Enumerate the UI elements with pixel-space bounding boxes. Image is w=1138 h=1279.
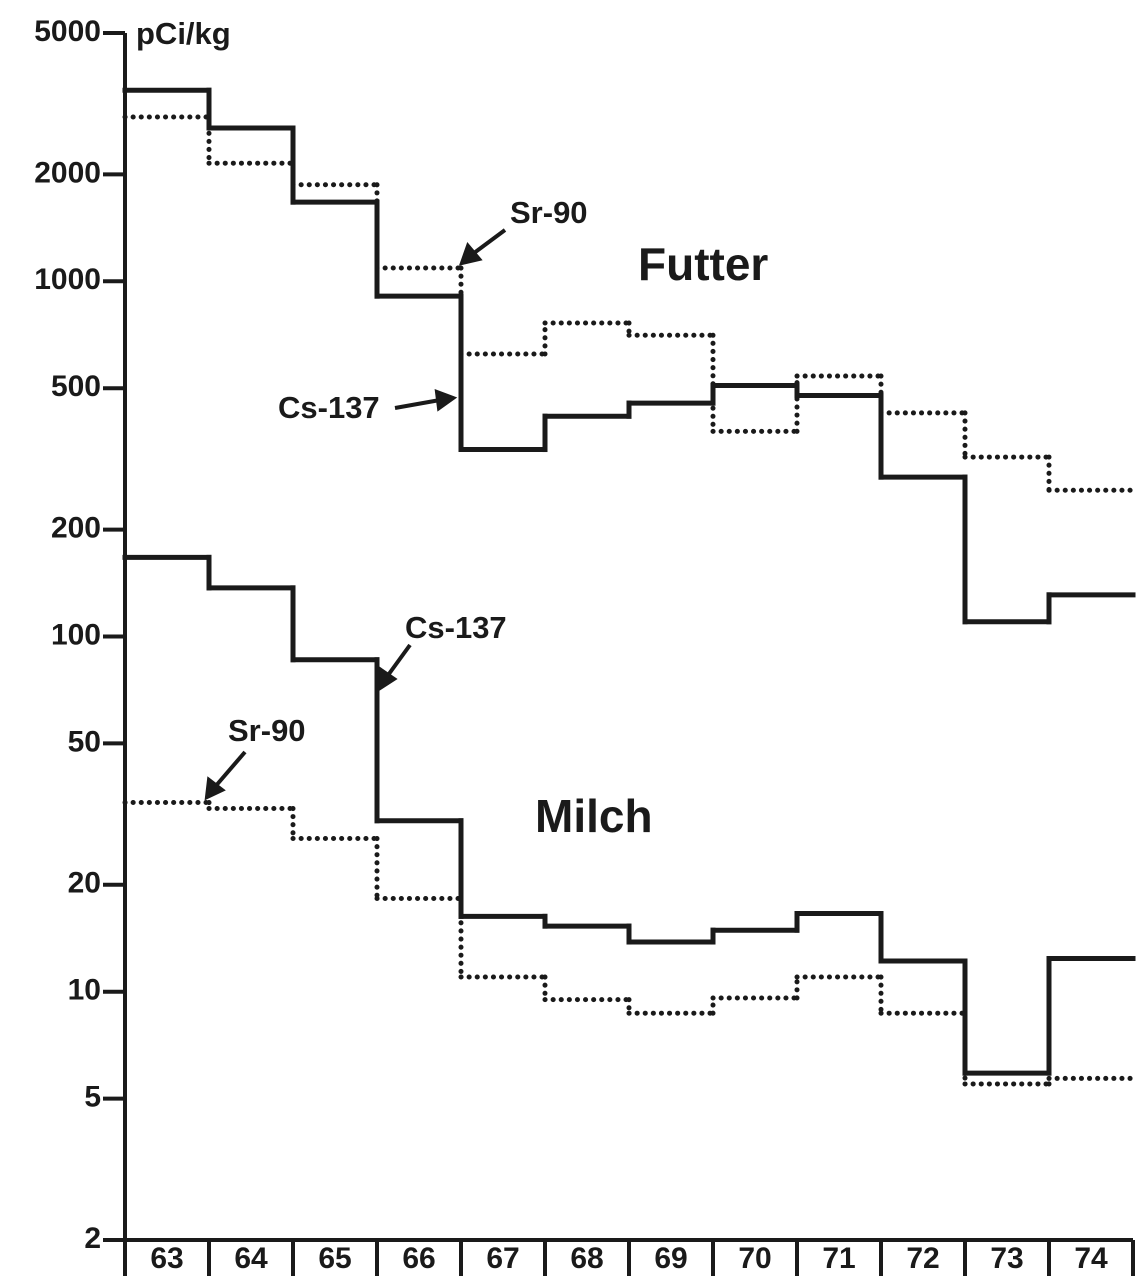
x-tick-label: 74 — [1074, 1242, 1108, 1275]
annotation-arrows — [204, 228, 507, 801]
arrow-head — [204, 776, 226, 801]
x-tick-label: 70 — [738, 1242, 771, 1275]
arrow-head — [434, 388, 458, 412]
x-tick-label: 71 — [822, 1242, 855, 1275]
arrow — [394, 398, 441, 410]
group-label: Milch — [535, 790, 653, 842]
x-tick-label: 66 — [402, 1242, 435, 1275]
series-annotation: Sr-90 — [228, 713, 306, 748]
y-tick-label: 1000 — [34, 263, 101, 296]
y-tick-label: 2 — [84, 1222, 101, 1255]
x-tick-label: 64 — [234, 1242, 268, 1275]
y-tick-label: 200 — [51, 511, 101, 544]
arrow-head — [377, 666, 398, 692]
series-annotation: Cs-137 — [278, 390, 380, 425]
y-tick-label: 50 — [68, 725, 101, 758]
x-tick-label: 63 — [150, 1242, 183, 1275]
arrow — [384, 643, 412, 680]
y-tick-label: 10 — [68, 974, 101, 1007]
series-annotation: Sr-90 — [510, 195, 588, 230]
x-tick-label: 69 — [654, 1242, 687, 1275]
y-tick-label: 20 — [68, 867, 101, 900]
x-tick-label: 67 — [486, 1242, 519, 1275]
y-axis-label: pCi/kg — [136, 16, 231, 51]
x-tick-label: 73 — [990, 1242, 1023, 1275]
arrow — [212, 750, 247, 790]
series-annotation: Cs-137 — [405, 610, 507, 645]
y-tick-label: 5000 — [34, 15, 101, 48]
y-tick-label: 500 — [51, 370, 101, 403]
x-tick-label: 68 — [570, 1242, 603, 1275]
y-tick-label: 5 — [84, 1081, 101, 1114]
x-tick-label: 72 — [906, 1242, 939, 1275]
group-label: Futter — [638, 238, 768, 290]
y-tick-label: 2000 — [34, 156, 101, 189]
arrow-head — [458, 242, 483, 266]
x-tick-label: 65 — [318, 1242, 351, 1275]
arrow — [468, 228, 507, 258]
y-tick-label: 100 — [51, 618, 101, 651]
